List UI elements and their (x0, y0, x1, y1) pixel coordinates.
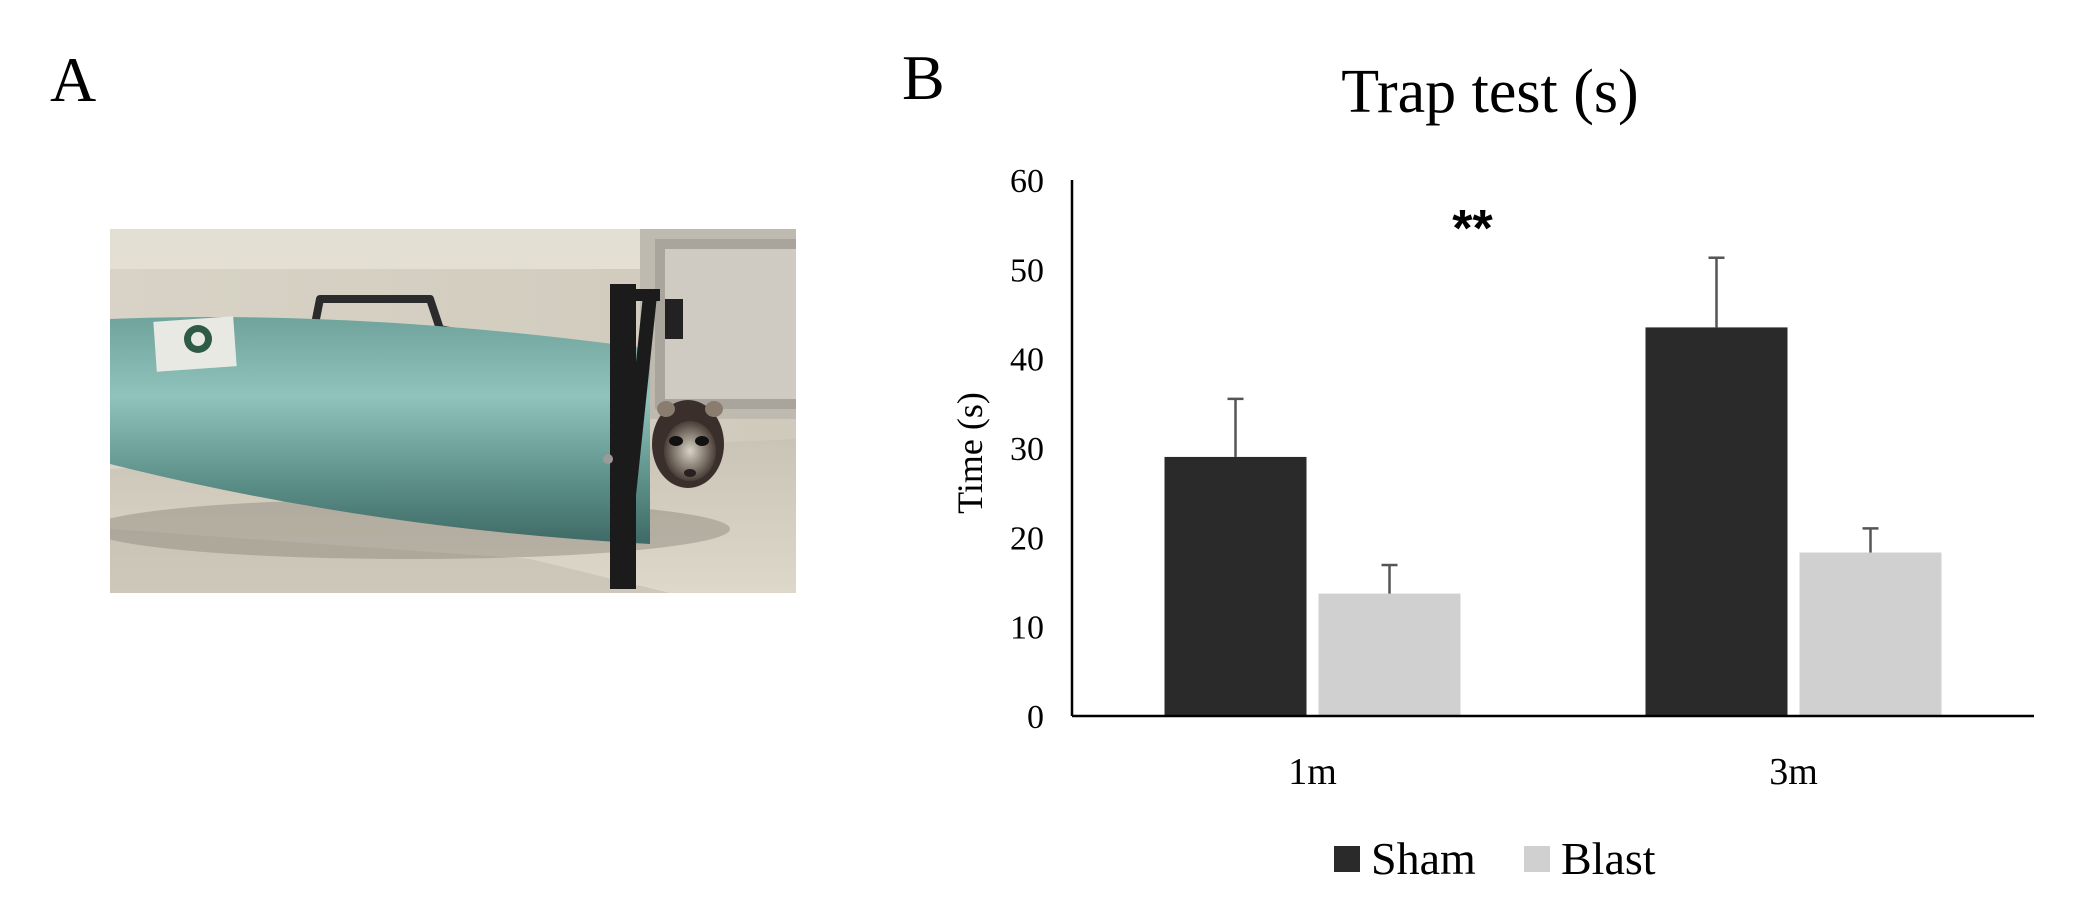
error-bars-group (1227, 256, 1879, 594)
bar-blast-3m (1799, 552, 1942, 716)
y-tick-label: 50 (1010, 252, 1044, 289)
legend-swatch-sham (1334, 846, 1360, 872)
legend-label-blast: Blast (1561, 833, 1656, 884)
bars-group (1164, 327, 1942, 716)
y-tick-label: 60 (1010, 163, 1044, 200)
photo-illustration (110, 229, 796, 593)
x-category-label: 1m (1288, 751, 1337, 793)
legend-label-sham: Sham (1371, 833, 1476, 884)
significance-annotation: ** (1452, 200, 1493, 258)
panel-label-a: A (50, 44, 97, 115)
chart-title: Trap test (s) (1341, 58, 1638, 126)
y-axis-ticks: 0 10 20 30 40 50 60 (1010, 163, 1044, 736)
y-tick-label: 0 (1027, 699, 1044, 736)
y-tick-label: 20 (1010, 520, 1044, 557)
ferret-trap-photo (110, 229, 796, 593)
x-axis-categories: 1m 3m (1288, 751, 1818, 793)
y-tick-label: 40 (1010, 342, 1044, 379)
legend: Sham Blast (1334, 833, 1656, 884)
y-tick-label: 10 (1010, 610, 1044, 647)
bar-sham-3m (1645, 327, 1788, 716)
y-tick-label: 30 (1010, 431, 1044, 468)
panel-label-b: B (902, 42, 945, 113)
legend-swatch-blast (1524, 846, 1550, 872)
bar-blast-1m (1318, 593, 1461, 716)
bar-sham-1m (1164, 456, 1307, 716)
y-axis-label: Time (s) (950, 392, 990, 514)
x-category-label: 3m (1769, 751, 1818, 793)
